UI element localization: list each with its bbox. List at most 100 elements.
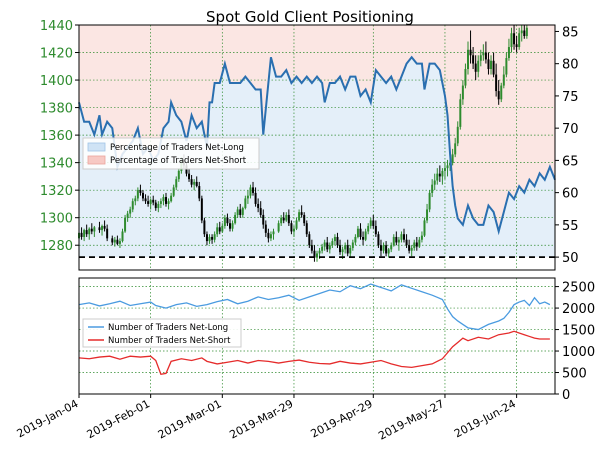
price-tick-label: 1380 bbox=[40, 102, 73, 117]
candle-body bbox=[277, 223, 280, 232]
candle-body bbox=[510, 33, 513, 48]
candle-body bbox=[203, 220, 206, 235]
legend-label-net-short-pct: Percentage of Traders Net-Short bbox=[110, 156, 247, 166]
candle-body bbox=[464, 69, 467, 86]
date-tick-label: 2019-Jun-24 bbox=[452, 397, 518, 440]
candle-body bbox=[280, 217, 283, 224]
candle-body bbox=[170, 195, 173, 202]
candle-body bbox=[364, 231, 367, 240]
candle-body bbox=[85, 230, 88, 235]
candle-body bbox=[321, 246, 324, 251]
candle-body bbox=[436, 173, 439, 181]
candle-body bbox=[490, 60, 493, 70]
count-tick-label: 2000 bbox=[562, 302, 595, 317]
candle-body bbox=[408, 245, 411, 251]
candle-body bbox=[387, 249, 390, 254]
candle-body bbox=[305, 223, 308, 235]
candle-body bbox=[413, 242, 416, 248]
candle-body bbox=[443, 168, 446, 171]
candle-body bbox=[472, 55, 475, 64]
candle-body bbox=[193, 181, 196, 185]
candle-body bbox=[482, 52, 485, 56]
candle-body bbox=[323, 242, 326, 247]
count-tick-label: 500 bbox=[562, 367, 587, 382]
candle-body bbox=[400, 234, 403, 240]
chart-title: Spot Gold Client Positioning bbox=[206, 8, 414, 26]
candle-body bbox=[205, 234, 208, 242]
candle-body bbox=[523, 30, 526, 37]
candle-body bbox=[165, 197, 168, 204]
candle-body bbox=[190, 179, 193, 185]
candle-body bbox=[113, 239, 116, 243]
candle-body bbox=[418, 239, 421, 247]
candle-body bbox=[520, 30, 523, 34]
candle-body bbox=[469, 49, 472, 56]
candle-body bbox=[359, 228, 362, 237]
candle-body bbox=[428, 192, 431, 210]
candle-body bbox=[172, 187, 175, 196]
candle-body bbox=[328, 245, 331, 250]
price-tick-label: 1360 bbox=[40, 129, 73, 144]
candle-body bbox=[195, 181, 198, 187]
candle-body bbox=[308, 234, 311, 246]
candle-body bbox=[466, 49, 469, 70]
candle-body bbox=[385, 245, 388, 254]
candle-body bbox=[441, 170, 444, 177]
bottom-legend-box bbox=[82, 318, 242, 348]
candle-body bbox=[290, 223, 293, 232]
pct-tick-label: 50 bbox=[562, 251, 579, 266]
pct-tick-label: 60 bbox=[562, 187, 579, 202]
candle-body bbox=[354, 236, 357, 243]
candle-body bbox=[116, 239, 119, 244]
candle-body bbox=[254, 192, 257, 204]
legend-swatch-net-short-pct bbox=[87, 155, 106, 165]
price-tick-label: 1320 bbox=[40, 184, 73, 199]
price-tick-label: 1280 bbox=[40, 239, 73, 254]
top-legend-box bbox=[82, 137, 260, 170]
candle-body bbox=[246, 195, 249, 199]
candle-body bbox=[344, 245, 347, 250]
candle-body bbox=[252, 187, 255, 193]
candle-body bbox=[316, 253, 318, 258]
candle-body bbox=[218, 227, 221, 232]
sentiment-fills bbox=[79, 25, 555, 258]
candle-body bbox=[367, 225, 370, 232]
candle-body bbox=[292, 228, 295, 232]
candle-body bbox=[152, 199, 155, 203]
candle-body bbox=[495, 74, 498, 92]
count-tick-label: 1500 bbox=[562, 324, 595, 339]
legend-label-net-long-count: Number of Traders Net-Long bbox=[108, 323, 228, 333]
candle-body bbox=[272, 231, 275, 235]
candle-body bbox=[231, 223, 234, 229]
candle-body bbox=[487, 59, 490, 70]
candle-body bbox=[90, 228, 93, 232]
candle-body bbox=[211, 236, 214, 240]
candle-body bbox=[382, 245, 385, 251]
candle-body bbox=[479, 55, 482, 61]
candle-body bbox=[513, 33, 516, 45]
pct-tick-label: 85 bbox=[562, 25, 579, 40]
candle-body bbox=[129, 209, 132, 214]
candle-body bbox=[505, 58, 508, 75]
candle-body bbox=[310, 245, 313, 251]
candle-body bbox=[236, 209, 239, 215]
bottom-legend: Number of Traders Net-Long Number of Tra… bbox=[82, 318, 242, 348]
candle-body bbox=[93, 227, 96, 232]
candle-body bbox=[149, 199, 152, 204]
candle-body bbox=[426, 209, 429, 221]
candle-body bbox=[346, 245, 349, 254]
net-short-count-line bbox=[78, 330, 550, 375]
candle-body bbox=[228, 223, 231, 229]
candle-body bbox=[420, 235, 423, 240]
top-panel-frame bbox=[78, 24, 556, 271]
candle-body bbox=[349, 247, 352, 254]
top-legend: Percentage of Traders Net-Long Percentag… bbox=[82, 137, 260, 170]
candle-body bbox=[259, 208, 262, 215]
price-candles bbox=[78, 25, 528, 262]
candle-body bbox=[341, 249, 344, 253]
candle-body bbox=[216, 227, 219, 235]
candle-body bbox=[461, 85, 464, 100]
candle-body bbox=[126, 213, 129, 218]
candle-body bbox=[415, 242, 418, 247]
